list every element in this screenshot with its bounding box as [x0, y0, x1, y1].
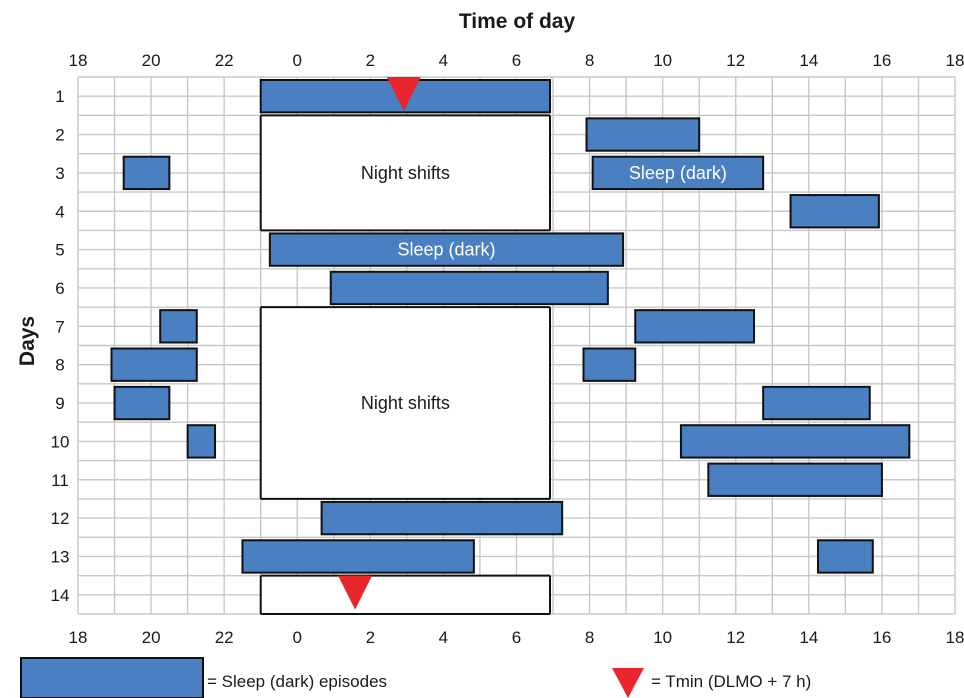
x-tick-label-top: 6	[512, 51, 521, 70]
y-axis-title: Days	[16, 316, 39, 366]
legend-tmin-triangle-icon	[612, 668, 644, 698]
night-shift-label: Night shifts	[361, 163, 450, 183]
tmin-marker	[386, 77, 421, 111]
sleep-bar	[268, 232, 625, 267]
night-shift-block	[260, 307, 550, 499]
y-tick-label: 10	[51, 432, 70, 451]
sleep-bar	[110, 347, 198, 382]
y-tick-label: 11	[51, 471, 69, 490]
x-tick-label-top: 16	[872, 51, 891, 70]
x-tick-label-top: 22	[215, 51, 234, 70]
sleep-bar	[634, 309, 756, 344]
x-tick-label-top: 10	[653, 51, 672, 70]
legend-sleep-swatch	[20, 657, 204, 698]
tmin-markers	[338, 77, 421, 610]
y-tick-label: 5	[55, 241, 64, 260]
sleep-bar	[816, 539, 874, 574]
sleep-bar	[707, 462, 883, 497]
sleep-episode-bars: Sleep (dark) Sleep (dark)	[110, 79, 911, 615]
y-tick-label: 3	[55, 164, 64, 183]
legend-tmin-label: = Tmin (DLMO + 7 h)	[651, 672, 811, 691]
sleep-bar	[241, 539, 475, 574]
x-tick-label-bottom: 2	[366, 628, 375, 647]
sleep-bar-label: Sleep (dark)	[629, 163, 727, 183]
x-tick-label-top: 18	[69, 51, 88, 70]
y-tick-label: 8	[55, 356, 64, 375]
y-tick-label: 14	[51, 586, 70, 605]
y-tick-label: 2	[55, 126, 64, 145]
legend: = Sleep (dark) episodes = Tmin (DLMO + 7…	[20, 657, 811, 698]
sleep-bar	[159, 309, 198, 344]
x-tick-label-top: 12	[726, 51, 745, 70]
night-shift-block	[260, 575, 550, 614]
y-tick-label: 4	[55, 202, 64, 221]
y-tick-label: 1	[55, 87, 64, 106]
night-shift-blocks: Night shifts Night shifts	[259, 115, 551, 614]
y-tick-label: 12	[51, 509, 70, 528]
y-tick-label: 13	[51, 547, 70, 566]
x-tick-label-top: 20	[142, 51, 161, 70]
sleep-bar	[329, 270, 609, 306]
y-tick-label: 6	[55, 279, 64, 298]
sleep-bar	[585, 117, 701, 152]
sleep-bar	[122, 155, 171, 191]
sleep-bar	[591, 155, 765, 191]
x-tick-label-bottom: 6	[512, 628, 521, 647]
x-axis-title: Time of day	[459, 10, 576, 33]
sleep-bar	[789, 194, 880, 229]
night-shift-block	[260, 115, 550, 231]
axes: Time of day Days 18182020222200224466881…	[16, 10, 964, 647]
x-tick-label-top: 4	[439, 51, 448, 70]
x-tick-label-top: 18	[946, 51, 964, 70]
x-tick-label-bottom: 4	[439, 628, 448, 647]
legend-sleep-label: = Sleep (dark) episodes	[207, 672, 387, 691]
x-tick-label-bottom: 16	[872, 628, 891, 647]
sleep-bar-label: Sleep (dark)	[397, 240, 495, 260]
x-tick-label-bottom: 22	[215, 628, 234, 647]
sleep-bar	[582, 347, 637, 382]
x-tick-label-bottom: 12	[726, 628, 745, 647]
sleep-bar	[762, 385, 871, 421]
x-tick-label-bottom: 10	[653, 628, 672, 647]
sleep-bar	[113, 385, 171, 421]
sleep-bar	[186, 424, 217, 459]
night-shift-label: Night shifts	[361, 393, 450, 413]
x-tick-label-bottom: 0	[293, 628, 302, 647]
x-tick-label-bottom: 14	[799, 628, 818, 647]
x-tick-label-bottom: 8	[585, 628, 594, 647]
x-tick-label-bottom: 20	[142, 628, 161, 647]
x-tick-label-top: 14	[799, 51, 818, 70]
x-tick-label-top: 2	[366, 51, 375, 70]
sleep-bar	[320, 500, 564, 536]
x-tick-label-top: 8	[585, 51, 594, 70]
x-tick-label-bottom: 18	[946, 628, 964, 647]
y-tick-label: 9	[55, 394, 64, 413]
tmin-marker	[338, 575, 373, 610]
y-tick-label: 7	[55, 317, 64, 336]
x-tick-label-bottom: 18	[69, 628, 88, 647]
x-tick-label-top: 0	[293, 51, 302, 70]
sleep-bar	[679, 424, 911, 459]
